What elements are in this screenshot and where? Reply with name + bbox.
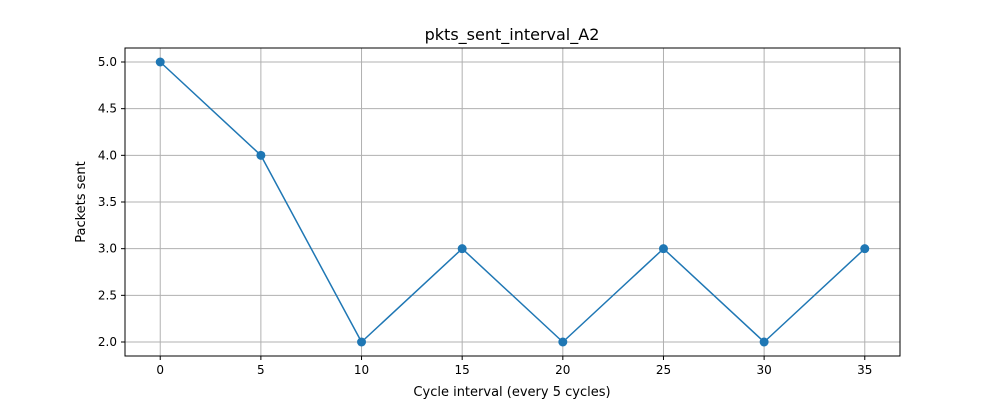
data-point	[860, 244, 870, 254]
series-line	[159, 61, 866, 343]
data-point	[558, 337, 568, 347]
y-axis-label: Packets sent	[74, 161, 89, 243]
data-point	[357, 337, 367, 347]
chart-title: pkts_sent_interval_A2	[425, 25, 600, 45]
x-tick-label: 25	[656, 363, 671, 377]
x-axis-label: Cycle interval (every 5 cycles)	[413, 385, 610, 400]
x-tick-label: 15	[455, 363, 470, 377]
y-tick-label: 5.0	[98, 55, 117, 69]
x-axis-ticks: 0 5 10 15 20 25 30 35	[156, 356, 872, 377]
data-point	[256, 150, 266, 160]
y-tick-label: 2.0	[98, 335, 117, 349]
x-tick-label: 0	[156, 363, 164, 377]
y-tick-label: 4.5	[98, 102, 117, 116]
y-tick-label: 3.5	[98, 195, 117, 209]
x-tick-label: 35	[857, 363, 872, 377]
x-tick-label: 30	[756, 363, 771, 377]
data-point	[759, 337, 769, 347]
y-tick-label: 4.0	[98, 148, 117, 162]
data-point	[457, 244, 467, 254]
y-axis-ticks: 2.0 2.5 3.0 3.5 4.0 4.5 5.0	[98, 55, 125, 349]
data-point	[658, 244, 668, 254]
grid-layer	[125, 48, 900, 356]
data-point	[155, 57, 165, 67]
x-tick-label: 20	[555, 363, 570, 377]
y-tick-label: 2.5	[98, 288, 117, 302]
x-tick-label: 5	[257, 363, 265, 377]
x-tick-label: 10	[354, 363, 369, 377]
y-tick-label: 3.0	[98, 242, 117, 256]
series-layer	[155, 57, 870, 347]
